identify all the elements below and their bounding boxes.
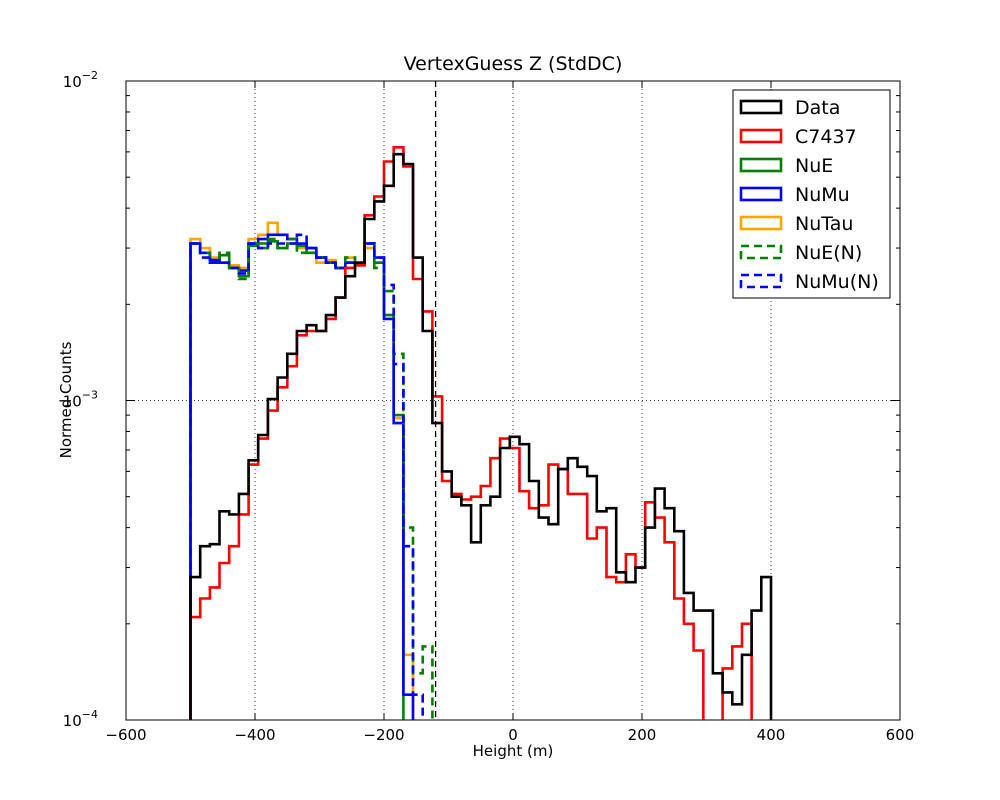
- legend-swatch: [739, 273, 783, 289]
- legend-label: NuTau: [795, 213, 853, 235]
- x-tick-label: 200: [628, 726, 657, 744]
- y-axis-title: Normed Counts: [57, 341, 75, 458]
- legend-swatch: [739, 244, 783, 260]
- x-tick-label: −200: [363, 726, 404, 744]
- y-tick-exponent: −3: [82, 389, 98, 402]
- x-tick-label: −600: [105, 726, 146, 744]
- legend-label: NuE(N): [795, 242, 862, 264]
- legend-box: [732, 89, 891, 299]
- y-tick-exponent: −2: [82, 69, 98, 82]
- chart-title: VertexGuess Z (StdDC): [404, 53, 623, 75]
- legend-swatch: [739, 186, 783, 202]
- x-tick-label: 400: [757, 726, 786, 744]
- x-tick-label: 0: [508, 726, 518, 744]
- series-layer: [189, 146, 773, 720]
- x-axis-title: Height (m): [473, 742, 554, 760]
- series-line-data: [189, 152, 773, 720]
- legend-label: NuMu(N): [795, 271, 879, 293]
- legend: Data C7437 NuE NuMu NuTau NuE(N) NuMu(N): [732, 89, 891, 299]
- x-tick-label: −400: [234, 726, 275, 744]
- x-tick-label: 600: [886, 726, 915, 744]
- y-tick-exponent: −4: [82, 708, 98, 721]
- legend-label: NuE: [795, 155, 833, 177]
- series-line-nue: [189, 240, 405, 720]
- legend-swatch: [739, 157, 783, 173]
- legend-label: C7437: [795, 126, 857, 148]
- legend-swatch: [739, 99, 783, 115]
- legend-swatch: [739, 128, 783, 144]
- legend-swatch: [739, 215, 783, 231]
- legend-label: Data: [795, 97, 840, 119]
- series-line-numu-n-: [189, 233, 424, 720]
- legend-label: NuMu: [795, 184, 850, 206]
